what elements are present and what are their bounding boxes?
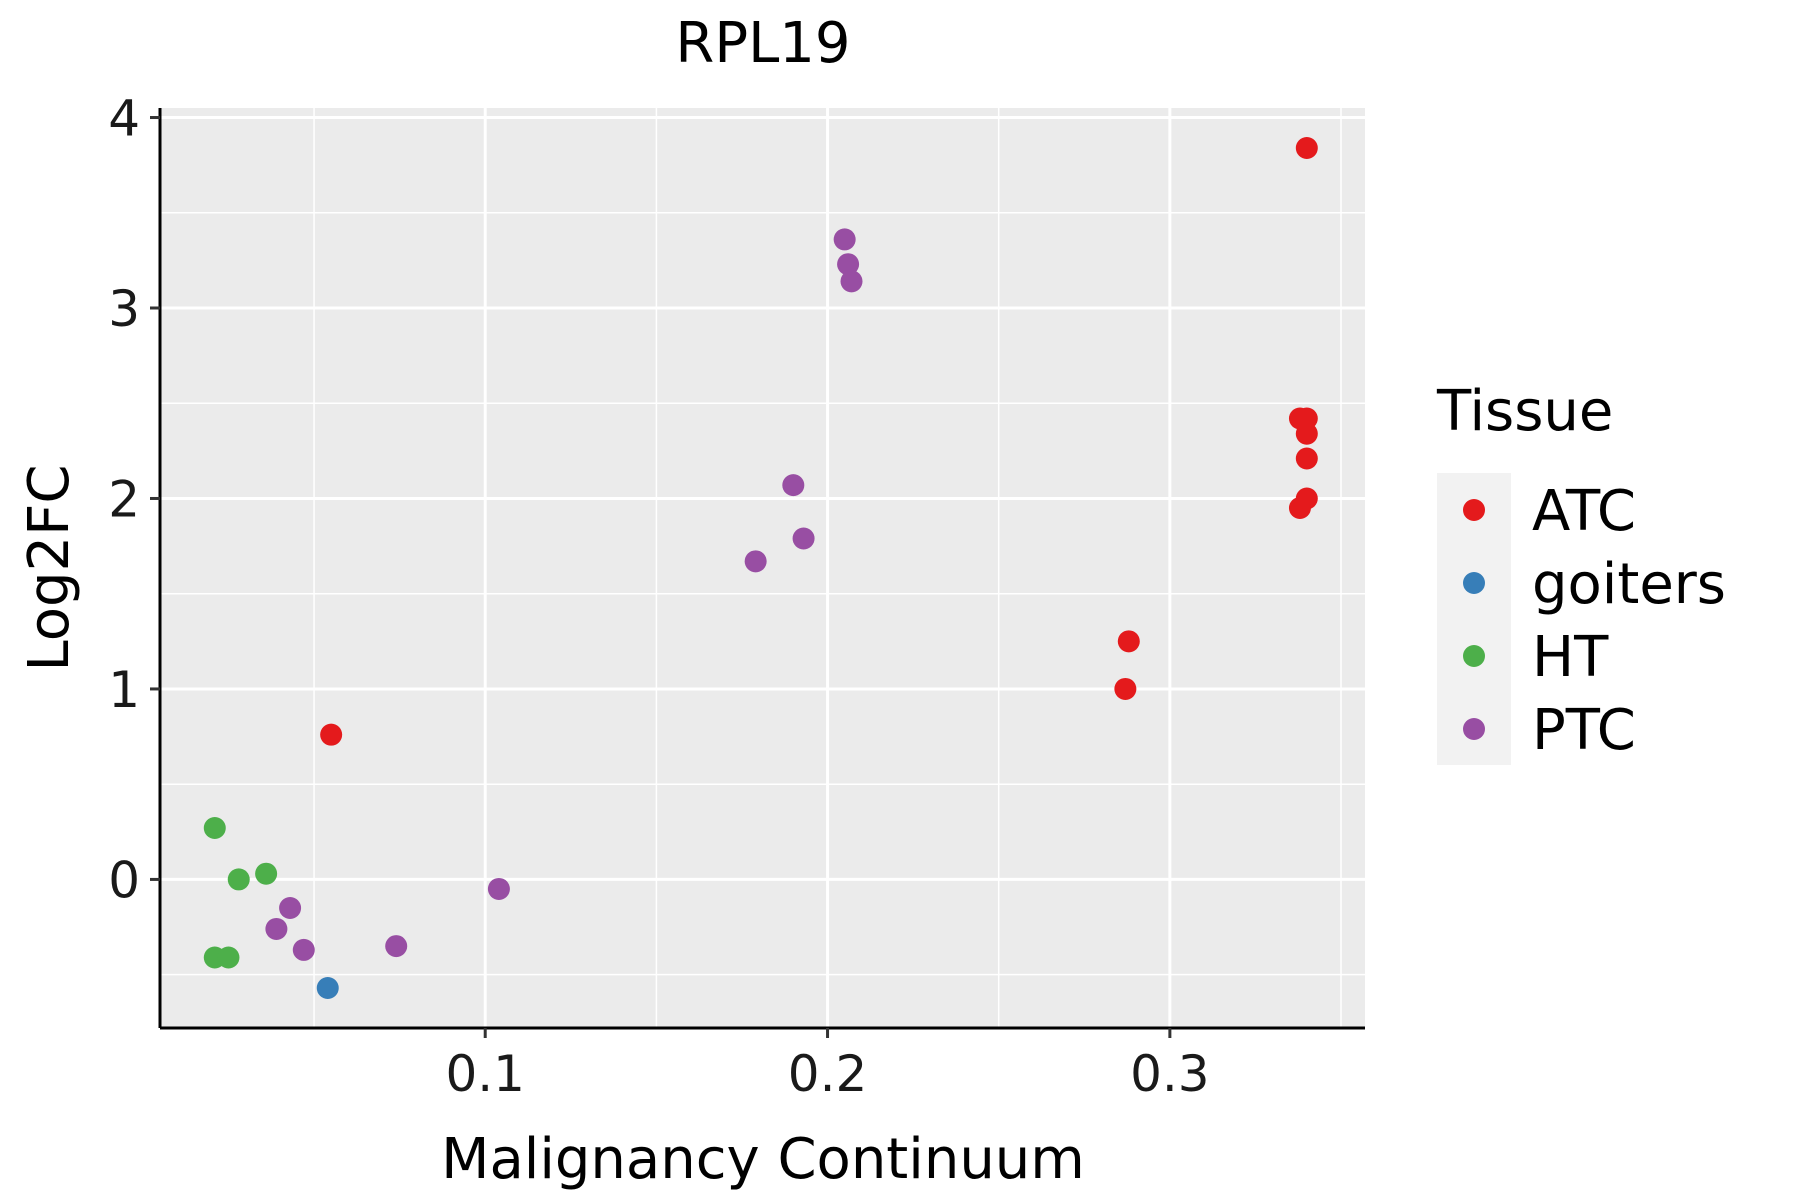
data-point-goiters <box>316 977 339 999</box>
legend-label-atc: ATC <box>1532 479 1636 544</box>
legend-key-goiters <box>1463 572 1485 594</box>
data-point-atc <box>1117 630 1140 653</box>
major-grid <box>160 108 1365 1028</box>
data-point-ptc <box>292 938 315 961</box>
data-point-ptc <box>782 474 805 497</box>
y-axis-title: Log2FC <box>17 465 82 672</box>
y-tick-label: 0 <box>108 851 140 909</box>
x-axis-title: Malignancy Continuum <box>441 1127 1085 1192</box>
x-axis-ticks: 0.1 0.2 0.3 <box>445 1028 1210 1103</box>
data-point-atc <box>1295 137 1318 159</box>
data-point-atc <box>320 723 343 746</box>
legend-key-background <box>1437 473 1511 765</box>
y-tick-label: 1 <box>108 661 140 719</box>
data-point-ptc <box>840 270 863 293</box>
legend-key-ptc <box>1463 718 1485 740</box>
legend-label-ht: HT <box>1532 625 1609 690</box>
y-tick-label: 4 <box>108 90 140 148</box>
x-tick-label: 0.3 <box>1130 1045 1210 1103</box>
data-point-atc <box>1114 677 1137 700</box>
data-point-ptc <box>792 527 815 550</box>
data-point-ptc <box>385 935 408 958</box>
legend-items: ATC goiters HT PTC <box>1463 479 1726 763</box>
data-point-ptc <box>837 253 860 276</box>
legend-label-ptc: PTC <box>1532 698 1636 763</box>
data-point-ptc <box>279 897 302 919</box>
y-axis-ticks: 0 1 2 3 4 <box>108 90 160 909</box>
data-point-ptc <box>744 550 767 573</box>
data-point-atc <box>1295 407 1318 430</box>
data-point-ht <box>227 868 250 891</box>
data-point-ht <box>217 946 240 969</box>
data-point-ht <box>255 862 278 885</box>
data-point-atc <box>1295 447 1318 470</box>
y-tick-label: 3 <box>108 280 140 338</box>
data-point-ptc <box>265 917 288 940</box>
x-tick-label: 0.2 <box>788 1045 868 1103</box>
data-points <box>203 137 1318 999</box>
data-point-atc <box>1295 487 1318 510</box>
legend: Tissue ATC goiters HT PTC <box>1436 379 1726 765</box>
data-point-ht <box>203 817 226 839</box>
chart-title: RPL19 <box>675 11 850 76</box>
minor-grid <box>160 108 1365 1028</box>
x-tick-label: 0.1 <box>445 1045 525 1103</box>
legend-key-ht <box>1463 645 1485 667</box>
legend-key-atc <box>1463 499 1485 521</box>
data-point-ptc <box>487 877 510 900</box>
y-tick-label: 2 <box>108 470 140 528</box>
legend-title: Tissue <box>1436 379 1613 444</box>
legend-label-goiters: goiters <box>1532 552 1726 617</box>
data-point-ptc <box>833 228 856 251</box>
